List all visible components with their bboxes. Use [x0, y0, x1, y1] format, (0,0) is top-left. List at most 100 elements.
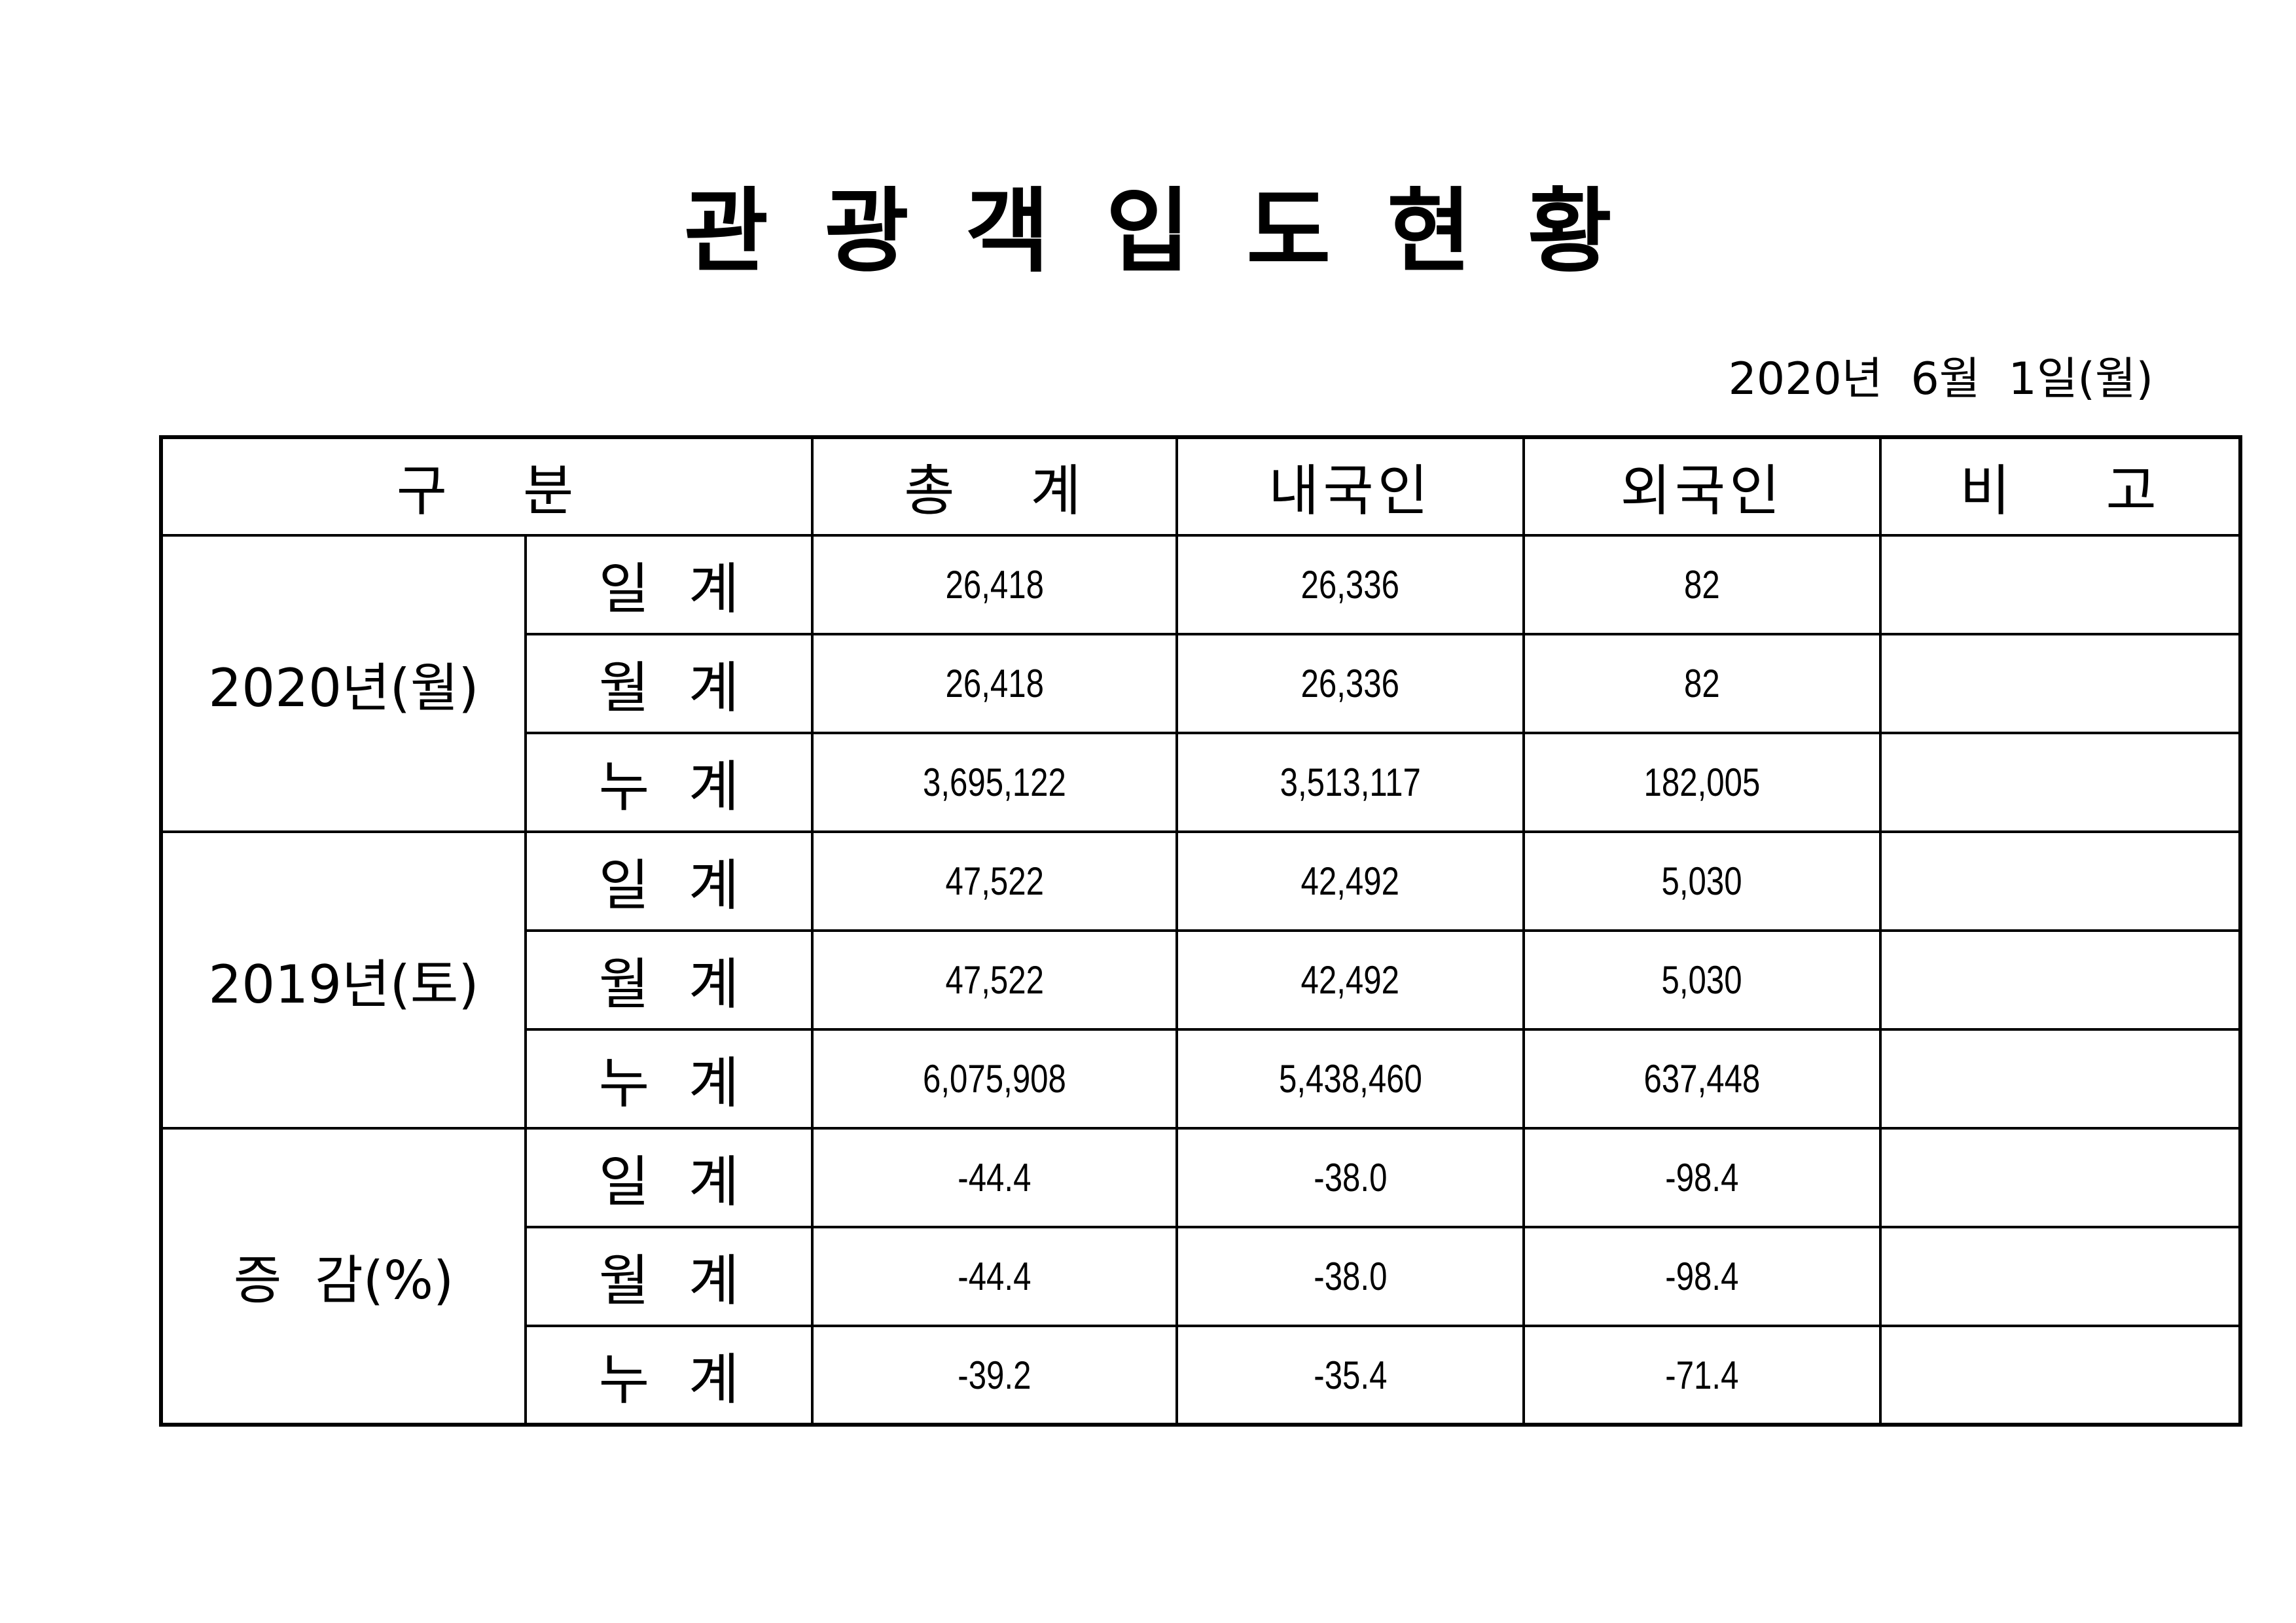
cell-foreign-value: -71.4	[1665, 1353, 1739, 1397]
row-label-char-2: 계	[689, 1051, 740, 1115]
row-label-char-1: 일	[598, 1150, 649, 1214]
cell-note	[1879, 534, 2242, 635]
group-label-2019: 2019년(토)	[160, 830, 527, 1130]
cell-foreign-value: 82	[1684, 662, 1720, 705]
cell-total: 26,418	[811, 633, 1178, 734]
cell-foreign-value: 5,030	[1661, 958, 1743, 1002]
cell-foreign: 82	[1522, 633, 1882, 734]
cell-foreign: 182,005	[1522, 732, 1882, 833]
cell-total-value: -44.4	[958, 1255, 1031, 1298]
report-date: 2020년 6월 1일(월)	[1728, 353, 2153, 405]
cell-total: -44.4	[811, 1127, 1178, 1228]
cell-total: 47,522	[811, 929, 1178, 1031]
cell-foreign: 82	[1522, 534, 1882, 635]
cell-domestic: -35.4	[1175, 1325, 1525, 1426]
cell-domestic-value: -35.4	[1313, 1353, 1388, 1397]
row-label-char-2: 계	[689, 1150, 740, 1214]
cell-total-value: 6,075,908	[923, 1057, 1066, 1101]
cell-note	[1879, 732, 2242, 833]
cell-total-value: -39.2	[958, 1353, 1031, 1397]
cell-total-value: 47,522	[945, 958, 1044, 1002]
cell-total: 47,522	[811, 830, 1178, 932]
cell-note	[1879, 1127, 2242, 1228]
group-label-2020: 2020년(월)	[160, 534, 527, 833]
cell-foreign: 637,448	[1522, 1028, 1882, 1130]
row-label-char-2: 계	[689, 656, 740, 720]
cell-foreign-value: -98.4	[1665, 1255, 1739, 1298]
cell-foreign-value: 637,448	[1643, 1057, 1761, 1101]
cell-total-value: 26,418	[945, 662, 1044, 705]
cell-note	[1879, 633, 2242, 734]
cell-foreign-value: -98.4	[1665, 1156, 1739, 1200]
cell-total: -44.4	[811, 1226, 1178, 1327]
row-label-char-2: 계	[689, 853, 740, 918]
cell-note	[1879, 830, 2242, 932]
cell-domestic: 26,336	[1175, 633, 1525, 734]
row-label-char-1: 누	[598, 1347, 649, 1412]
header-total-char-2: 계	[1030, 459, 1085, 523]
cell-note	[1879, 929, 2242, 1031]
header-total-char-1: 총	[904, 459, 959, 523]
cell-foreign: 5,030	[1522, 830, 1882, 932]
cell-foreign-value: 5,030	[1661, 859, 1743, 903]
header-foreign: 외국인	[1522, 436, 1882, 537]
cell-domestic-value: 42,492	[1300, 859, 1400, 903]
cell-domestic-value: 26,336	[1300, 662, 1400, 705]
cell-total: 26,418	[811, 534, 1178, 635]
row-label-char-2: 계	[689, 755, 740, 819]
row-label-char-1: 월	[598, 656, 649, 720]
cell-total-value: 47,522	[945, 859, 1044, 903]
cell-domestic: 5,438,460	[1175, 1028, 1525, 1130]
row-label-char-1: 월	[598, 952, 649, 1016]
cell-domestic: 3,513,117	[1175, 732, 1525, 833]
header-note-char-1: 비	[1960, 459, 2015, 523]
cell-total-value: 26,418	[945, 563, 1044, 607]
cell-note	[1879, 1325, 2242, 1426]
cell-foreign-value: 182,005	[1643, 760, 1761, 804]
cell-note	[1879, 1028, 2242, 1130]
cell-note	[1879, 1226, 2242, 1327]
cell-domestic: -38.0	[1175, 1127, 1525, 1228]
header-category-char-2: 분	[523, 459, 578, 523]
document-title: 관광객입도현황	[684, 179, 1668, 285]
cell-foreign: -98.4	[1522, 1127, 1882, 1228]
cell-total-value: 3,695,122	[923, 760, 1066, 804]
cell-domestic: 42,492	[1175, 830, 1525, 932]
header-category-char-1: 구	[396, 459, 451, 523]
cell-domestic-value: 3,513,117	[1280, 760, 1421, 804]
row-label-char-1: 일	[598, 853, 649, 918]
cell-foreign: 5,030	[1522, 929, 1882, 1031]
cell-domestic-value: -38.0	[1313, 1255, 1388, 1298]
cell-domestic: 26,336	[1175, 534, 1525, 635]
cell-total: -39.2	[811, 1325, 1178, 1426]
cell-foreign: -71.4	[1522, 1325, 1882, 1426]
header-note-char-2: 고	[2106, 459, 2161, 523]
row-label-char-2: 계	[689, 1347, 740, 1412]
group-label-change-percent: 증 감(%)	[160, 1127, 527, 1426]
cell-domestic: 42,492	[1175, 929, 1525, 1031]
header-domestic: 내국인	[1175, 436, 1525, 537]
row-label-char-1: 일	[598, 557, 649, 621]
cell-total: 6,075,908	[811, 1028, 1178, 1130]
cell-total: 3,695,122	[811, 732, 1178, 833]
